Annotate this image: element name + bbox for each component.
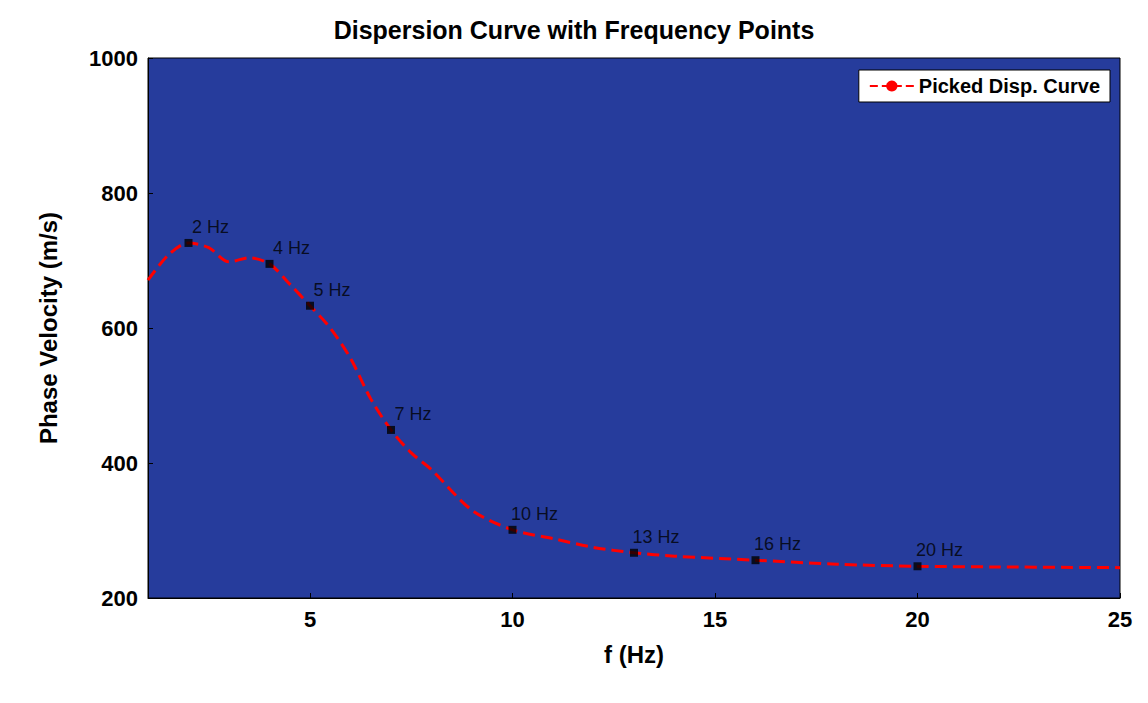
svg-text:4 Hz: 4 Hz [273, 238, 310, 258]
svg-text:Picked Disp. Curve: Picked Disp. Curve [919, 75, 1100, 97]
svg-text:20 Hz: 20 Hz [916, 540, 963, 560]
svg-text:13 Hz: 13 Hz [632, 527, 679, 547]
svg-text:400: 400 [101, 451, 138, 476]
svg-text:5: 5 [304, 607, 316, 632]
svg-text:Phase Velocity (m/s): Phase Velocity (m/s) [35, 212, 62, 444]
svg-text:600: 600 [101, 316, 138, 341]
svg-text:7 Hz: 7 Hz [394, 404, 431, 424]
svg-text:10 Hz: 10 Hz [511, 504, 558, 524]
svg-text:f (Hz): f (Hz) [604, 641, 664, 668]
svg-text:20: 20 [905, 607, 929, 632]
svg-text:Dispersion Curve with Frequenc: Dispersion Curve with Frequency Points [334, 16, 815, 44]
svg-text:800: 800 [101, 181, 138, 206]
svg-text:10: 10 [500, 607, 524, 632]
svg-text:15: 15 [703, 607, 727, 632]
svg-text:25: 25 [1108, 607, 1132, 632]
svg-text:5 Hz: 5 Hz [313, 280, 350, 300]
svg-text:200: 200 [101, 586, 138, 611]
svg-text:16 Hz: 16 Hz [754, 534, 801, 554]
svg-text:1000: 1000 [89, 46, 138, 71]
svg-text:2 Hz: 2 Hz [192, 217, 229, 237]
